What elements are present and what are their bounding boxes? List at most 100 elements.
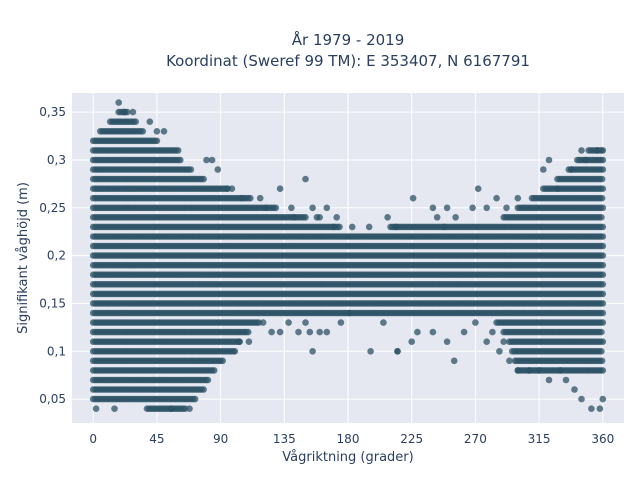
data-point — [160, 128, 168, 135]
data-point — [302, 175, 309, 183]
data-point — [306, 328, 314, 336]
data-point — [132, 118, 139, 125]
data-point — [111, 405, 118, 413]
data-point — [599, 281, 607, 288]
data-point — [598, 328, 605, 336]
data-point — [599, 261, 607, 269]
data-point — [367, 348, 374, 355]
data-point — [153, 128, 161, 135]
data-point — [115, 99, 122, 106]
x-tick-label: 180 — [337, 432, 360, 446]
data-point — [483, 204, 491, 212]
data-point — [316, 328, 324, 336]
y-axis-label: Signifikant våghöjd (m) — [16, 182, 31, 334]
data-point — [545, 156, 553, 164]
data-point — [578, 395, 585, 403]
data-point — [316, 214, 324, 221]
data-point — [596, 405, 604, 413]
data-point — [599, 223, 607, 231]
data-point — [472, 319, 479, 326]
data-point — [599, 204, 607, 212]
data-point — [309, 348, 316, 355]
data-point — [568, 166, 575, 173]
x-tick-label: 315 — [528, 432, 551, 446]
data-point — [599, 290, 607, 298]
data-point — [330, 223, 338, 231]
data-point — [598, 357, 606, 365]
data-point — [599, 156, 607, 164]
data-point — [599, 271, 607, 279]
data-point — [599, 300, 607, 307]
data-point — [562, 376, 570, 384]
data-point — [268, 328, 275, 336]
x-axis-ticks: 0 45 90 135 180 225 270 315 360 — [89, 432, 614, 446]
data-point — [460, 328, 468, 336]
data-point — [598, 175, 606, 183]
data-point — [200, 386, 207, 393]
data-point — [506, 357, 513, 365]
x-tick-label: 225 — [400, 432, 423, 446]
data-point — [191, 395, 199, 403]
data-point — [256, 194, 264, 202]
data-point — [535, 367, 543, 374]
data-point — [429, 328, 437, 336]
data-point — [272, 204, 280, 212]
data-point — [333, 214, 341, 221]
data-point — [337, 319, 345, 326]
data-point — [496, 348, 503, 355]
data-point — [276, 328, 284, 336]
data-point — [187, 166, 195, 173]
data-point — [146, 118, 154, 125]
data-point — [309, 204, 316, 212]
data-point — [336, 223, 343, 231]
data-point — [514, 367, 522, 374]
data-point — [582, 156, 590, 164]
data-point — [557, 367, 564, 374]
x-tick-label: 360 — [591, 432, 614, 446]
data-point — [129, 108, 137, 116]
data-point — [452, 214, 459, 221]
data-point — [394, 348, 401, 355]
data-point — [489, 328, 496, 336]
data-point — [593, 147, 601, 154]
data-point — [262, 204, 270, 212]
data-point — [121, 108, 128, 116]
x-tick-label: 0 — [89, 432, 97, 446]
data-point — [139, 128, 147, 135]
y-tick-label: 0,1 — [47, 344, 66, 358]
data-point — [571, 386, 578, 393]
x-tick-label: 45 — [149, 432, 164, 446]
data-point — [440, 223, 448, 231]
data-point — [483, 338, 491, 346]
data-point — [514, 194, 522, 202]
data-point — [167, 405, 175, 413]
data-point — [200, 175, 207, 183]
data-point — [259, 319, 267, 326]
y-tick-label: 0,35 — [39, 105, 66, 119]
data-point — [219, 357, 226, 365]
data-point — [244, 328, 252, 336]
data-point — [414, 328, 421, 336]
data-point — [204, 376, 212, 384]
data-point — [578, 147, 585, 154]
data-point — [599, 185, 607, 192]
data-point — [348, 223, 356, 231]
x-axis-label: Vågriktning (grader) — [282, 450, 413, 465]
data-point — [545, 376, 553, 384]
y-tick-label: 0,05 — [39, 392, 66, 406]
data-point — [365, 223, 373, 231]
data-point — [302, 319, 309, 326]
data-point — [92, 405, 100, 413]
data-point — [214, 166, 222, 173]
data-point — [235, 338, 243, 346]
data-point — [598, 348, 605, 355]
x-tick-label: 270 — [464, 432, 487, 446]
data-point — [346, 309, 353, 317]
y-tick-label: 0,15 — [39, 296, 66, 310]
data-point — [599, 252, 607, 259]
data-point — [231, 348, 239, 355]
y-tick-label: 0,25 — [39, 201, 66, 215]
data-point — [554, 185, 561, 192]
data-point — [210, 367, 218, 374]
